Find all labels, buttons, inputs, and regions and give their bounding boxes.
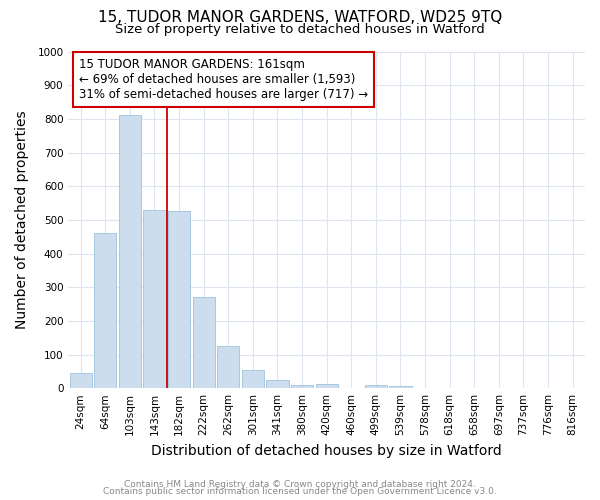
Bar: [119, 116, 141, 388]
Bar: [168, 212, 190, 388]
Bar: [143, 210, 166, 388]
Text: Contains HM Land Registry data © Crown copyright and database right 2024.: Contains HM Land Registry data © Crown c…: [124, 480, 476, 489]
Bar: [70, 373, 92, 388]
Bar: [389, 386, 412, 388]
Bar: [291, 385, 313, 388]
Y-axis label: Number of detached properties: Number of detached properties: [15, 110, 29, 329]
Bar: [94, 234, 116, 388]
Bar: [316, 384, 338, 388]
Text: Size of property relative to detached houses in Watford: Size of property relative to detached ho…: [115, 22, 485, 36]
X-axis label: Distribution of detached houses by size in Watford: Distribution of detached houses by size …: [151, 444, 502, 458]
Text: Contains public sector information licensed under the Open Government Licence v3: Contains public sector information licen…: [103, 488, 497, 496]
Bar: [242, 370, 264, 388]
Bar: [193, 298, 215, 388]
Bar: [217, 346, 239, 388]
Text: 15, TUDOR MANOR GARDENS, WATFORD, WD25 9TQ: 15, TUDOR MANOR GARDENS, WATFORD, WD25 9…: [98, 10, 502, 25]
Bar: [365, 385, 387, 388]
Bar: [266, 380, 289, 388]
Text: 15 TUDOR MANOR GARDENS: 161sqm
← 69% of detached houses are smaller (1,593)
31% : 15 TUDOR MANOR GARDENS: 161sqm ← 69% of …: [79, 58, 368, 101]
